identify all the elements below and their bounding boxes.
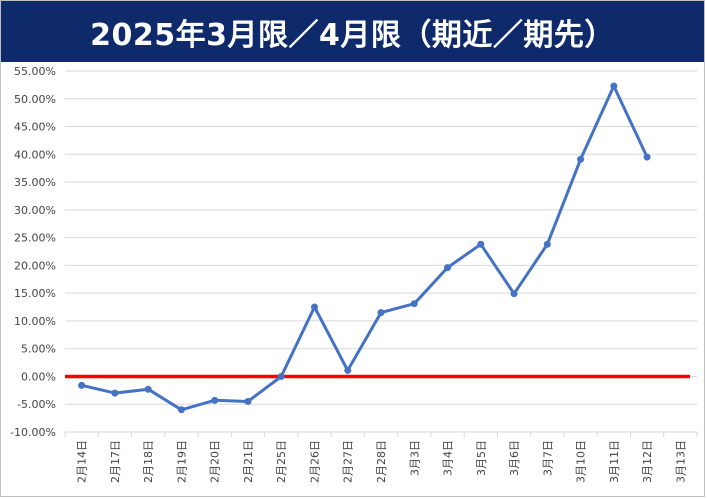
title-bar: 2025年3月限／4月限（期近／期先） [1, 1, 704, 62]
x-tick-label: 3月11日 [608, 440, 621, 483]
x-tick-label: 3月7日 [541, 440, 554, 476]
x-axis-ticks: 2月14日 2月17日 2月18日 2月19日 2月20日 2月21日 2月25日 2月26日… [64, 432, 698, 483]
y-tick-label: 35.00% [14, 176, 56, 189]
data-point [344, 366, 352, 374]
x-tick-label: 2月19日 [175, 440, 188, 483]
data-point [111, 389, 119, 397]
data-point [643, 153, 651, 161]
data-point [177, 406, 185, 414]
data-point [211, 396, 219, 404]
x-tick-label: 2月25日 [275, 440, 288, 483]
data-point [144, 385, 152, 393]
y-tick-label: 0.00% [21, 370, 56, 383]
x-tick-label: 3月6日 [508, 440, 521, 476]
data-point [577, 155, 585, 163]
y-tick-label: 25.00% [14, 232, 56, 245]
y-tick-label: 5.00% [21, 343, 56, 356]
data-point [610, 82, 618, 90]
x-tick-label: 3月4日 [442, 440, 455, 476]
x-tick-label: 3月10日 [575, 440, 588, 483]
x-tick-label: 2月20日 [209, 440, 222, 483]
data-point [244, 397, 252, 405]
y-tick-label: 40.00% [14, 148, 56, 161]
x-tick-label: 2月26日 [308, 440, 321, 483]
x-tick-label: 3月12日 [641, 440, 654, 483]
x-tick-label: 3月3日 [408, 440, 421, 476]
y-axis-ticks: 55.00% 50.00% 45.00% 40.00% 35.00% 30.00% 25.0… [10, 65, 56, 439]
y-tick-label: 30.00% [14, 204, 56, 217]
series-line [81, 84, 649, 412]
x-tick-label: 2月21日 [242, 440, 255, 483]
x-tick-label: 2月17日 [109, 440, 122, 483]
y-tick-label: 20.00% [14, 259, 56, 272]
x-tick-label: 2月27日 [342, 440, 355, 483]
y-tick-label: 55.00% [14, 65, 56, 78]
x-tick-label: 2月18日 [142, 440, 155, 483]
x-tick-label: 2月14日 [76, 440, 89, 483]
data-point [377, 309, 385, 317]
y-tick-label: 50.00% [14, 93, 56, 106]
y-tick-label: 15.00% [14, 287, 56, 300]
series-layer [78, 82, 651, 414]
data-point [310, 303, 318, 311]
data-point [477, 240, 485, 248]
y-tick-label: 45.00% [14, 121, 56, 134]
y-tick-label: -10.00% [10, 426, 56, 439]
chart-title: 2025年3月限／4月限（期近／期先） [90, 17, 615, 53]
data-point [543, 240, 551, 248]
x-tick-label: 2月28日 [375, 440, 388, 483]
x-tick-label: 3月13日 [674, 440, 687, 483]
y-tick-label: -5.00% [17, 398, 56, 411]
x-tick-label: 3月5日 [475, 440, 488, 476]
y-tick-label: 10.00% [14, 315, 56, 328]
data-point [444, 264, 452, 272]
data-point [410, 300, 418, 308]
data-point [277, 372, 285, 380]
data-point [78, 381, 86, 389]
data-point [510, 290, 518, 298]
